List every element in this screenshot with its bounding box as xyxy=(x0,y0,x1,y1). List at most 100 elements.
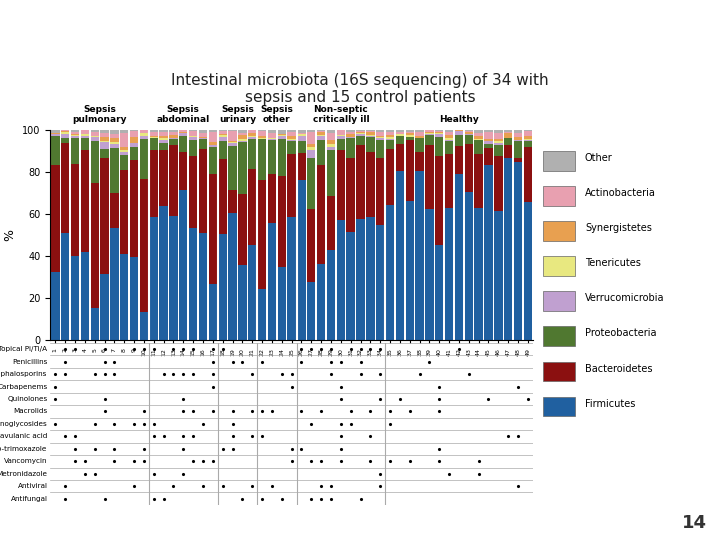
Bar xyxy=(81,252,89,340)
Text: Verrucomicrobia: Verrucomicrobia xyxy=(585,293,665,303)
Bar xyxy=(396,134,404,136)
Bar xyxy=(426,136,433,145)
Bar xyxy=(258,130,266,131)
Bar xyxy=(199,132,207,137)
Bar xyxy=(130,258,138,340)
Bar xyxy=(445,154,454,208)
Bar xyxy=(238,143,246,194)
Bar xyxy=(485,144,492,148)
Text: Aminoglycosides: Aminoglycosides xyxy=(0,421,48,427)
Bar xyxy=(51,134,60,136)
Bar xyxy=(218,137,227,141)
Bar xyxy=(435,133,444,137)
Bar xyxy=(474,208,483,340)
Bar xyxy=(523,139,532,140)
Bar xyxy=(386,205,395,340)
Bar xyxy=(218,234,227,340)
Bar xyxy=(81,130,89,134)
Bar xyxy=(258,131,266,136)
Bar xyxy=(514,133,522,137)
Bar xyxy=(523,131,532,136)
Bar xyxy=(268,139,276,174)
Bar xyxy=(346,134,355,137)
Bar xyxy=(159,136,168,138)
Bar xyxy=(514,158,522,163)
Bar xyxy=(278,137,286,139)
Text: Metronidazole: Metronidazole xyxy=(0,471,48,477)
Bar xyxy=(523,141,532,147)
Bar xyxy=(287,130,296,132)
Bar xyxy=(61,233,69,340)
Bar xyxy=(91,137,99,140)
Bar xyxy=(110,228,119,340)
Text: Actinobacteria: Actinobacteria xyxy=(585,188,656,198)
Bar xyxy=(71,134,79,136)
Bar xyxy=(110,134,119,138)
FancyBboxPatch shape xyxy=(544,396,575,416)
Bar xyxy=(474,139,483,140)
Bar xyxy=(297,141,305,153)
Bar xyxy=(199,130,207,132)
Bar xyxy=(169,130,178,132)
Bar xyxy=(494,130,503,133)
Bar xyxy=(435,130,444,131)
Bar xyxy=(209,285,217,340)
Bar xyxy=(485,139,492,141)
Bar xyxy=(110,148,119,193)
Bar xyxy=(337,131,345,135)
Bar xyxy=(159,140,168,143)
Bar xyxy=(386,140,395,149)
Bar xyxy=(91,132,99,136)
Bar xyxy=(130,130,138,131)
Bar xyxy=(179,190,187,340)
Bar xyxy=(189,228,197,340)
Bar xyxy=(396,171,404,340)
Bar xyxy=(514,140,522,141)
Bar xyxy=(61,131,69,132)
Bar xyxy=(169,132,178,135)
Bar xyxy=(445,135,454,138)
Bar xyxy=(140,139,148,179)
Bar xyxy=(140,136,148,139)
Bar xyxy=(51,165,60,272)
Bar xyxy=(91,308,99,340)
Text: Antifungal: Antifungal xyxy=(11,496,48,502)
Bar xyxy=(376,138,384,140)
Bar xyxy=(218,131,227,134)
Bar xyxy=(179,130,187,132)
Bar xyxy=(464,131,473,132)
Bar xyxy=(110,142,119,144)
Bar xyxy=(258,139,266,180)
Bar xyxy=(228,140,237,143)
Bar xyxy=(248,170,256,245)
Bar xyxy=(307,144,315,147)
Bar xyxy=(405,137,414,140)
Bar xyxy=(405,200,414,340)
Bar xyxy=(209,174,217,285)
Bar xyxy=(376,140,384,158)
Bar xyxy=(386,130,395,132)
Bar xyxy=(504,132,513,133)
Bar xyxy=(51,272,60,340)
Bar xyxy=(445,138,454,140)
Bar xyxy=(485,165,492,340)
Bar xyxy=(426,209,433,340)
Bar xyxy=(523,202,532,340)
Bar xyxy=(426,134,433,136)
Bar xyxy=(415,138,424,152)
FancyBboxPatch shape xyxy=(544,326,575,346)
Bar xyxy=(71,130,79,132)
Bar xyxy=(346,132,355,134)
Bar xyxy=(317,131,325,132)
Bar xyxy=(110,193,119,228)
Bar xyxy=(258,136,266,138)
Bar xyxy=(356,130,365,131)
Bar xyxy=(71,256,79,340)
Bar xyxy=(356,132,365,133)
Bar xyxy=(464,192,473,340)
Bar xyxy=(218,141,227,159)
Bar xyxy=(356,136,365,145)
Bar xyxy=(405,130,414,132)
Bar xyxy=(346,138,355,158)
Bar xyxy=(248,137,256,139)
